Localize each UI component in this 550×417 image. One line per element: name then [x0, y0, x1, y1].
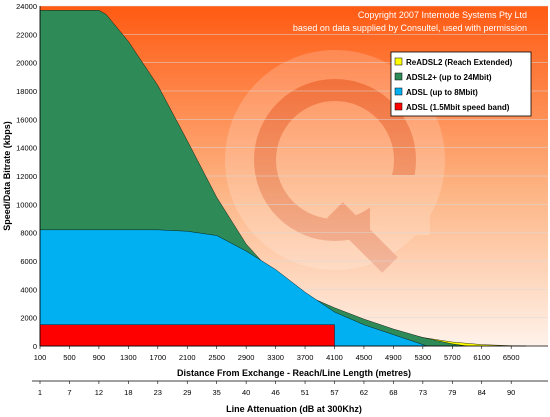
x-axis-title-attenuation: Line Attenuation (dB at 300Khz) [226, 404, 362, 414]
y-tick-label: 20000 [16, 59, 37, 68]
attenuation-tick-label: 62 [360, 388, 368, 397]
x-tick-label: 3700 [297, 353, 314, 362]
legend-label: ADSL (up to 8Mbit) [406, 88, 478, 97]
attenuation-tick-label: 68 [389, 388, 397, 397]
y-tick-label: 12000 [16, 172, 37, 181]
copyright-line-2: based on data supplied by Consultel, use… [293, 23, 527, 33]
attenuation-tick-label: 23 [154, 388, 162, 397]
attenuation-tick-label: 12 [95, 388, 103, 397]
x-tick-label: 1300 [120, 353, 137, 362]
x-tick-label: 5700 [444, 353, 461, 362]
x-tick-label: 6500 [503, 353, 520, 362]
y-tick-label: 2000 [20, 314, 37, 323]
attenuation-tick-label: 18 [124, 388, 132, 397]
x-tick-label: 4500 [356, 353, 373, 362]
attenuation-tick-label: 35 [213, 388, 221, 397]
legend-label: ADSL2+ (up to 24Mbit) [406, 73, 492, 82]
y-tick-label: 0 [33, 342, 37, 351]
legend-label: ADSL (1.5Mbit speed band) [406, 103, 510, 112]
attenuation-tick-label: 84 [478, 388, 486, 397]
y-tick-label: 6000 [20, 257, 37, 266]
attenuation-tick-label: 40 [242, 388, 250, 397]
attenuation-tick-label: 90 [507, 388, 515, 397]
legend-swatch [394, 72, 403, 81]
area-series-2 [39, 229, 427, 347]
attenuation-tick-label: 73 [419, 388, 427, 397]
internode-logo-watermark [225, 50, 445, 273]
legend-box [390, 51, 532, 117]
x-tick-label: 900 [93, 353, 106, 362]
x-tick-label: 500 [63, 353, 76, 362]
attenuation-tick-label: 29 [183, 388, 191, 397]
y-tick-label: 24000 [16, 2, 37, 11]
copyright-line-1: Copyright 2007 Internode Systems Pty Ltd [358, 10, 527, 20]
legend: ReADSL2 (Reach Extended) ADSL2+ (up to 24… [390, 51, 532, 117]
legend-swatch [394, 57, 403, 66]
y-tick-label: 10000 [16, 200, 37, 209]
y-tick-label: 14000 [16, 144, 37, 153]
legend-swatch [394, 102, 403, 111]
y-tick-label: 16000 [16, 115, 37, 124]
legend-label: ReADSL2 (Reach Extended) [406, 58, 513, 67]
x-tick-label: 1700 [149, 353, 166, 362]
attenuation-tick-label: 46 [271, 388, 279, 397]
y-tick-label: 22000 [16, 30, 37, 39]
axes: 0 2000 4000 6000 8000 10000 12000 14000 16000 180… [16, 2, 548, 397]
x-tick-label: 2500 [208, 353, 225, 362]
attenuation-tick-label: 79 [448, 388, 456, 397]
attenuation-tick-label: 7 [67, 388, 71, 397]
attenuation-tick-label: 51 [301, 388, 309, 397]
x-tick-label: 6100 [473, 353, 490, 362]
x-tick-label: 100 [34, 353, 47, 362]
y-tick-label: 4000 [20, 285, 37, 294]
x-tick-label: 4900 [385, 353, 402, 362]
attenuation-tick-label: 1 [38, 388, 42, 397]
y-tick-label: 18000 [16, 87, 37, 96]
x-tick-label: 2900 [238, 353, 255, 362]
y-tick-label: 8000 [20, 229, 37, 238]
data-areas [39, 10, 526, 347]
area-series-3 [39, 324, 335, 347]
x-tick-label: 2100 [179, 353, 196, 362]
x-tick-label: 4100 [326, 353, 343, 362]
legend-swatch [394, 87, 403, 96]
x-tick-label: 5300 [414, 353, 431, 362]
y-axis-title: Speed/Data Bitrate (kbps) [2, 121, 12, 231]
attenuation-tick-label: 57 [330, 388, 338, 397]
x-tick-label: 3300 [267, 353, 284, 362]
x-axis-title: Distance From Exchange - Reach/Line Leng… [177, 368, 411, 378]
